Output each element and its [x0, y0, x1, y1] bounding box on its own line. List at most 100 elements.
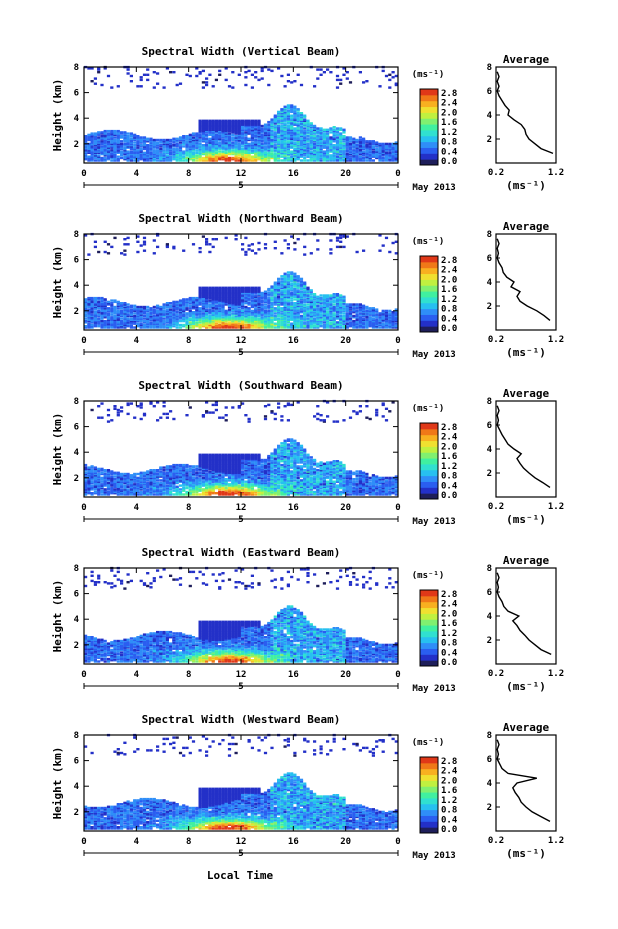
heatmap-cell [120, 144, 124, 147]
heatmap-cell [267, 124, 271, 128]
heatmap-cell [139, 317, 143, 320]
heatmap-cell [129, 322, 133, 325]
heatmap-cell [195, 317, 199, 320]
heatmap-cell [394, 147, 398, 151]
heatmap-cell [211, 159, 215, 162]
heatmap-cell [241, 140, 245, 143]
heatmap-cell [110, 481, 114, 485]
heatmap-cell [146, 137, 150, 140]
heatmap-cell [319, 321, 323, 324]
heatmap-cell [342, 322, 346, 325]
heatmap-cell [384, 326, 389, 329]
heatmap-cell [103, 321, 107, 324]
heatmap-cell [342, 309, 346, 313]
heatmap-cell [260, 155, 264, 158]
heatmap-cell [227, 120, 232, 124]
heatmap-cell [273, 141, 277, 144]
heatmap-cell [165, 311, 169, 314]
heatmap-cell [211, 287, 215, 291]
heatmap-cell [169, 311, 173, 314]
colorbar-swatch [420, 147, 438, 154]
heatmap-cell [116, 322, 120, 325]
heatmap-cell [172, 321, 176, 324]
heatmap-cell [273, 314, 277, 318]
heatmap-cell [384, 322, 389, 325]
heatmap-cell [93, 307, 97, 310]
heatmap-cell [250, 141, 254, 144]
heatmap-cell [290, 135, 294, 138]
heatmap-cell [214, 147, 218, 151]
heatmap-cell [306, 131, 310, 134]
heatmap-cell [391, 151, 395, 154]
heatmap-cell [227, 119, 232, 122]
heatmap-cell [329, 149, 333, 152]
heatmap-cell [319, 322, 323, 325]
heatmap-cell [90, 302, 94, 305]
heatmap-cell [270, 316, 274, 319]
heatmap-cell [254, 150, 258, 153]
heatmap-cell [283, 154, 287, 157]
heatmap-cell [208, 314, 212, 318]
heatmap-cell [303, 309, 307, 313]
heatmap-cell [329, 156, 333, 160]
heatmap-cell [113, 159, 117, 162]
heatmap-cell [208, 133, 212, 137]
heatmap-cell [185, 323, 189, 327]
heatmap-cell [283, 272, 287, 275]
heatmap-cell [214, 307, 218, 310]
heatmap-cell [306, 150, 310, 153]
heatmap-cell [93, 135, 97, 138]
heatmap-cell [201, 151, 205, 154]
heatmap-cell [335, 156, 340, 160]
heatmap-cell [139, 307, 143, 310]
heatmap-cell [329, 314, 333, 318]
heatmap-cell [208, 309, 212, 313]
heatmap-cell [290, 115, 294, 119]
heatmap-cell [270, 285, 274, 288]
heatmap-cell [309, 151, 313, 154]
heatmap-cell [303, 147, 307, 151]
heatmap-cell [100, 140, 104, 143]
heatmap-cell [381, 244, 385, 247]
heatmap-cell [227, 290, 232, 293]
heatmap-cell [345, 152, 349, 156]
heatmap-cell [185, 326, 189, 329]
heatmap-cell [277, 293, 281, 296]
heatmap-cell [188, 151, 192, 154]
heatmap-cell [205, 123, 209, 126]
heatmap-cell [358, 71, 362, 74]
heatmap-cell [234, 311, 238, 314]
colorbar: 0.00.40.81.21.62.02.42.8 [419, 255, 458, 334]
heatmap-cell [247, 120, 251, 124]
heatmap-cell [106, 493, 111, 496]
heatmap-cell [299, 114, 304, 117]
heatmap-cell [191, 313, 196, 316]
heatmap-cell [237, 314, 241, 318]
heatmap-cell [384, 236, 389, 240]
heatmap-cell [303, 282, 307, 286]
average-frame [495, 66, 557, 164]
heatmap-cell [120, 252, 124, 255]
heatmap-cell [205, 325, 209, 328]
heatmap-cell [224, 122, 228, 125]
heatmap-cell [110, 479, 114, 482]
heatmap-cell [234, 238, 238, 241]
heatmap-cell [339, 245, 343, 249]
heatmap-cell [342, 314, 346, 318]
heatmap-cell [214, 135, 218, 138]
heatmap-cell [299, 285, 304, 288]
heatmap-cell [365, 307, 369, 310]
heatmap-cell [394, 317, 398, 320]
heatmap-cell [293, 112, 297, 115]
heatmap-cell [313, 313, 317, 316]
heatmap-cell [277, 277, 281, 281]
heatmap-cell [280, 137, 284, 140]
heatmap-cell [218, 155, 222, 158]
heatmap-cell [142, 159, 147, 162]
heatmap-cell [247, 131, 251, 134]
heatmap-cell [355, 317, 359, 320]
heatmap-cell [273, 152, 277, 156]
heatmap-cell [378, 322, 382, 325]
heatmap-cell [103, 493, 107, 496]
heatmap-cell [293, 322, 297, 325]
